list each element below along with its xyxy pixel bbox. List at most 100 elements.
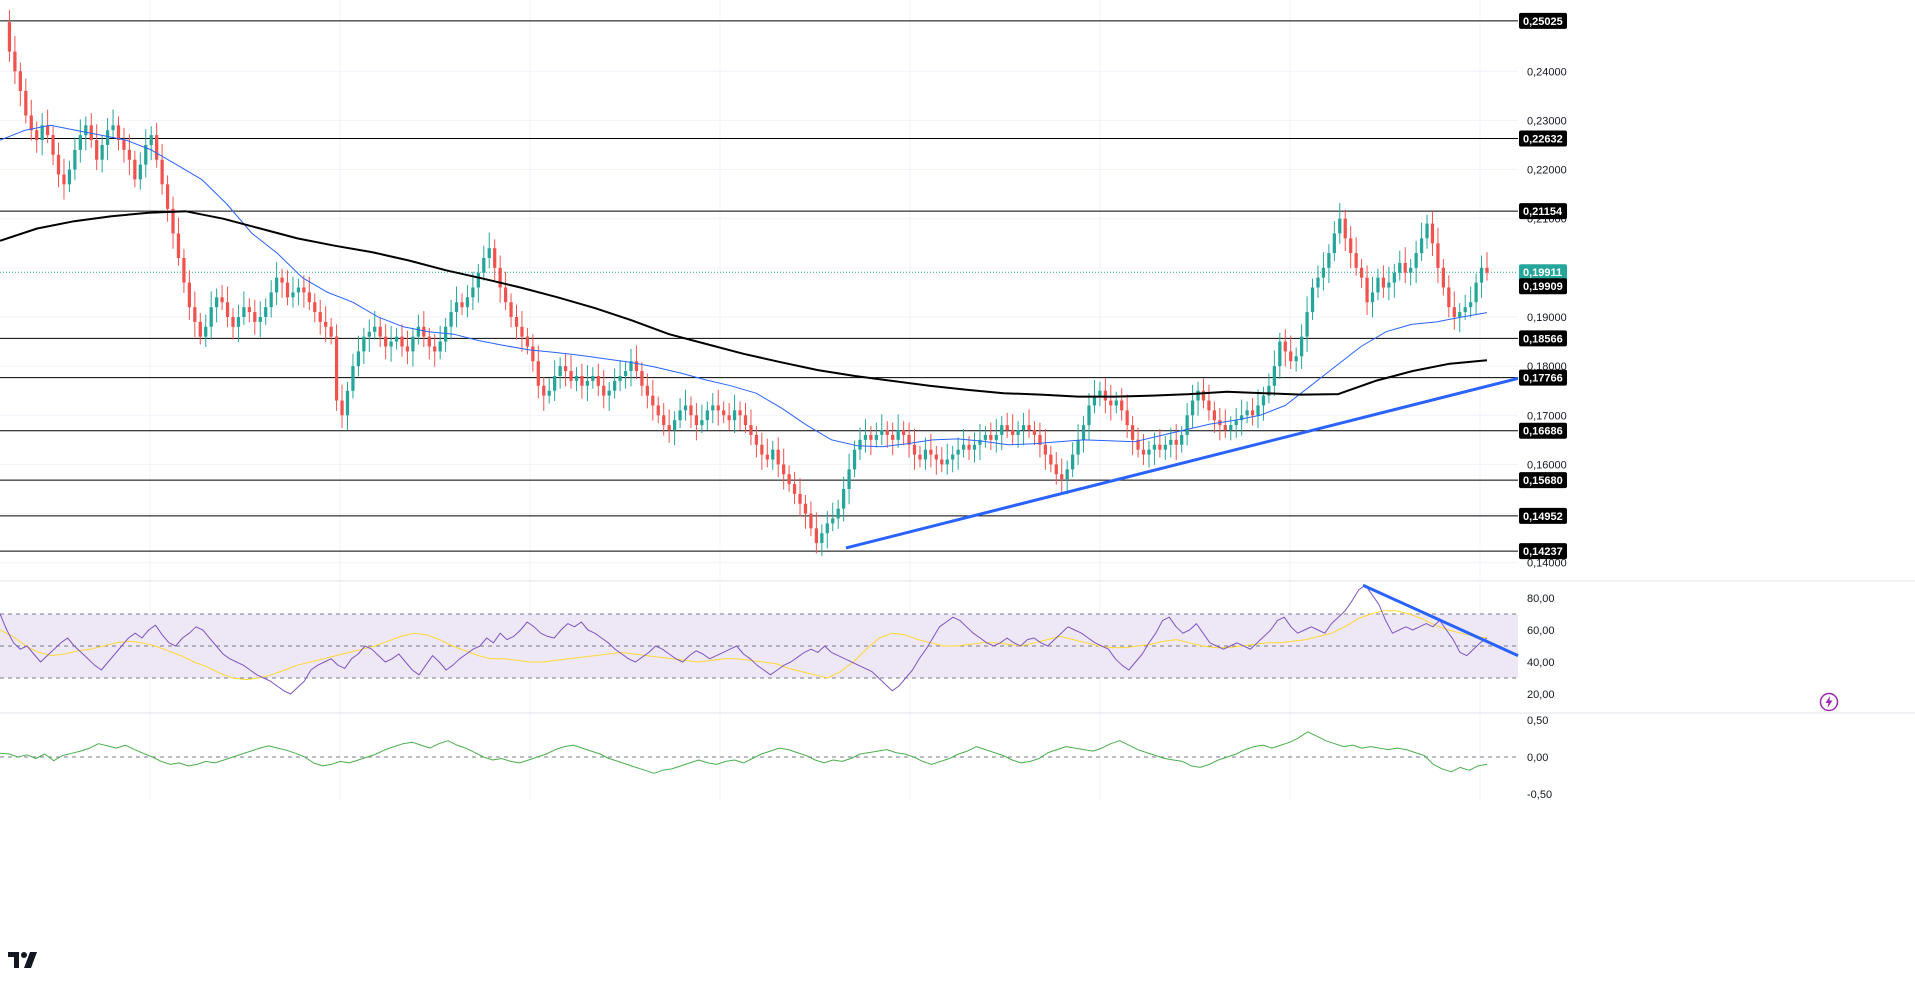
- candle-body: [596, 375, 600, 386]
- candle-body: [880, 430, 884, 435]
- candle-body: [1354, 253, 1358, 268]
- candle-body: [580, 375, 584, 386]
- candle-body: [1114, 400, 1118, 406]
- candle-body: [1240, 415, 1244, 421]
- candle-body: [471, 287, 475, 298]
- candle-body: [1409, 267, 1413, 273]
- candle-body: [242, 307, 246, 317]
- candle-body: [901, 430, 906, 435]
- candle-body: [1256, 405, 1260, 416]
- candle-body: [891, 434, 895, 440]
- candle-body: [978, 439, 982, 445]
- candle-body: [454, 302, 459, 313]
- momentum-axis-label: -0,50: [1527, 789, 1552, 801]
- candle-body: [885, 430, 889, 435]
- candle-body: [1485, 267, 1489, 273]
- candle-body: [1190, 400, 1195, 416]
- candle-body: [274, 277, 279, 293]
- candle-body: [858, 439, 862, 450]
- candle-body: [700, 420, 704, 426]
- candle-body: [967, 444, 971, 450]
- candle-body: [40, 125, 44, 141]
- candle-body: [563, 366, 568, 372]
- candle-body: [176, 233, 181, 259]
- candlestick-series: [7, 9, 1489, 556]
- level-tag: 0,16686: [1523, 426, 1563, 438]
- candle-body: [923, 449, 928, 460]
- candle-body: [209, 307, 213, 327]
- candle-body: [961, 444, 966, 450]
- candle-body: [934, 454, 938, 460]
- candle-body: [1125, 410, 1129, 426]
- rsi-line: [0, 584, 1488, 695]
- candle-body: [378, 326, 382, 337]
- rsi-trendline: [1362, 583, 1519, 657]
- last-price-tag-bg: [1519, 264, 1567, 281]
- candle-body: [847, 469, 851, 489]
- candle-body: [1032, 430, 1037, 435]
- candle-body: [236, 316, 241, 327]
- candle-body: [602, 385, 606, 396]
- candle-body: [651, 395, 655, 406]
- candle-body: [1441, 267, 1446, 288]
- candle-body: [1212, 410, 1217, 421]
- candle-body: [503, 287, 508, 303]
- candle-body: [989, 434, 993, 440]
- candle-body: [165, 184, 170, 209]
- candle-body: [771, 449, 775, 460]
- candle-body: [809, 513, 813, 529]
- momentum-line: [0, 731, 1488, 774]
- level-tag-bg: [1519, 472, 1567, 489]
- candle-body: [1359, 267, 1364, 278]
- candle-body: [1392, 272, 1396, 283]
- candle-body: [449, 312, 453, 327]
- candle-body: [1469, 302, 1473, 308]
- candle-body: [24, 90, 28, 116]
- price-axis-label: 0,17000: [1527, 410, 1567, 422]
- candle-body: [951, 454, 955, 460]
- candle-body: [155, 135, 159, 160]
- candle-body: [1327, 253, 1331, 268]
- candle-body: [672, 420, 677, 431]
- candle-body: [1430, 223, 1435, 244]
- candle-body: [618, 375, 622, 381]
- candle-body: [482, 258, 486, 273]
- candle-body: [1163, 444, 1167, 450]
- candle-body: [896, 430, 900, 440]
- candle-body: [1250, 410, 1255, 416]
- candle-body: [760, 444, 764, 455]
- lightning-icon[interactable]: [1819, 692, 1839, 712]
- candle-body: [1021, 425, 1026, 431]
- candle-body: [1261, 395, 1266, 406]
- candle-body: [994, 434, 998, 440]
- candle-body: [525, 336, 530, 347]
- candle-body: [225, 302, 230, 317]
- trendline-price[interactable]: [845, 376, 1519, 550]
- candle-body: [514, 316, 519, 327]
- candle-body: [105, 130, 110, 145]
- candle-body: [1452, 307, 1456, 317]
- candle-body: [629, 361, 633, 372]
- candle-body: [1458, 312, 1462, 317]
- candle-body: [798, 493, 802, 504]
- candle-body: [1092, 395, 1097, 406]
- candle-body: [863, 434, 868, 440]
- candle-body: [1223, 425, 1227, 431]
- candle-body: [983, 434, 988, 440]
- candle-body: [1474, 282, 1478, 303]
- tradingview-logo-icon[interactable]: [8, 950, 42, 970]
- candle-body: [334, 336, 339, 401]
- candle-body: [416, 326, 420, 337]
- candle-body: [1294, 356, 1298, 362]
- candle-body: [689, 405, 693, 416]
- candle-body: [1425, 223, 1429, 239]
- level-tag: 0,14952: [1523, 511, 1563, 523]
- candle-body: [656, 405, 660, 416]
- candle-body: [247, 307, 251, 313]
- candle-body: [122, 140, 126, 150]
- price-axis[interactable]: 0,240000,230000,220000,210000,200000,190…: [1527, 66, 1567, 569]
- candle-body: [1289, 351, 1293, 362]
- candle-body: [296, 287, 301, 293]
- candle-body: [116, 125, 121, 141]
